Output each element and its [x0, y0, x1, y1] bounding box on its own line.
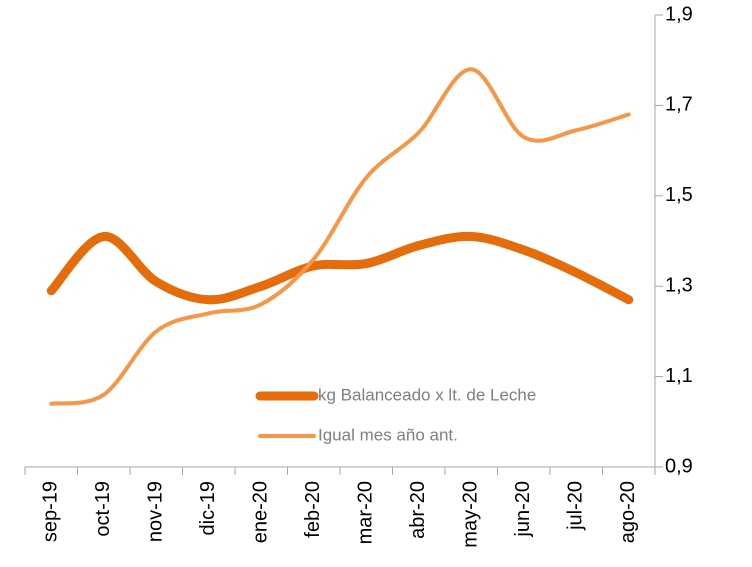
- y-tick-label: 1,9: [665, 3, 693, 25]
- x-tick-label: abr-20: [407, 481, 429, 539]
- x-tick-label: feb-20: [302, 481, 324, 538]
- y-tick-label: 1,1: [665, 365, 693, 387]
- legend-label: kg Balanceado x lt. de Leche: [318, 385, 536, 404]
- x-tick-label: ago-20: [617, 481, 639, 543]
- series-line: [49, 67, 631, 406]
- x-tick-label: sep-19: [40, 481, 62, 542]
- x-tick-label: ene-20: [250, 481, 272, 543]
- x-tick-label: jun-20: [512, 481, 534, 538]
- x-tick-label: jul-20: [565, 481, 587, 531]
- x-tick-label: oct-19: [92, 481, 114, 537]
- y-tick-label: 1,3: [665, 274, 693, 296]
- x-tick-label: nov-19: [145, 481, 167, 542]
- x-tick-label: may-20: [460, 481, 482, 548]
- x-tick-label: mar-20: [355, 481, 377, 544]
- legend-label: Igual mes año ant.: [318, 425, 458, 444]
- y-tick-label: 1,7: [665, 94, 693, 116]
- y-tick-label: 1,5: [665, 184, 693, 206]
- y-tick-label: 0,9: [665, 455, 693, 477]
- series-line: [46, 231, 634, 305]
- x-tick-label: dic-19: [197, 481, 219, 535]
